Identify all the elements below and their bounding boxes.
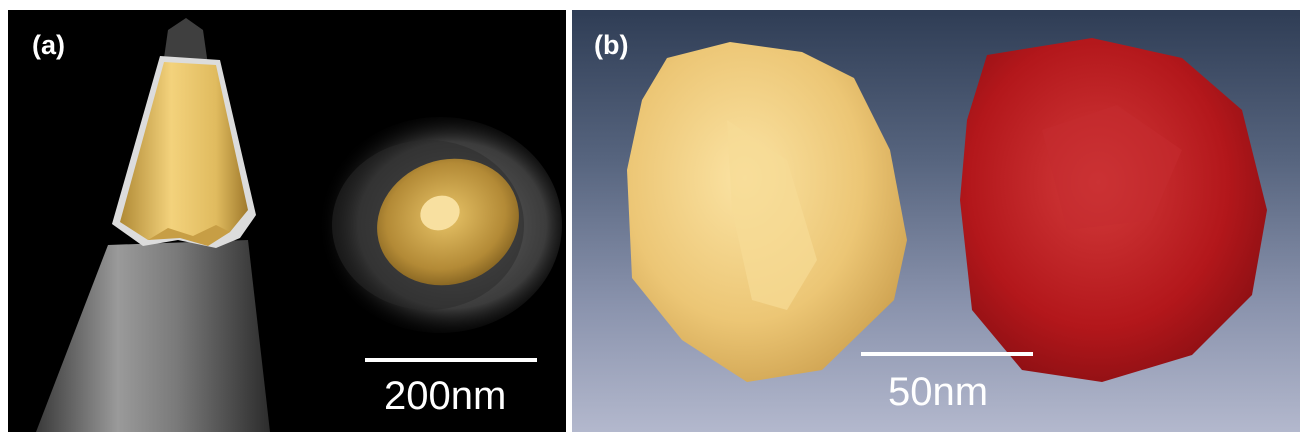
tip-apex-shadow bbox=[163, 18, 208, 65]
panel-label-a: (a) bbox=[32, 30, 65, 60]
scale-bar-a bbox=[365, 358, 537, 362]
scale-bar-b bbox=[861, 352, 1033, 356]
panel-a: (a) 200nm bbox=[8, 10, 566, 432]
scale-bar-label-a: 200nm bbox=[384, 374, 507, 418]
red-facet-highlight bbox=[1042, 105, 1182, 230]
nanoparticle-render-illustration bbox=[627, 38, 1267, 382]
gold-disc-core bbox=[420, 195, 460, 231]
panel-b: (b) 50nm bbox=[572, 10, 1300, 432]
scale-bar-label-b: 50nm bbox=[888, 370, 989, 414]
needle-body bbox=[36, 240, 270, 432]
gold-facet-highlight bbox=[727, 120, 817, 310]
tomography-tip-illustration bbox=[36, 18, 562, 432]
panel-label-b: (b) bbox=[594, 30, 629, 60]
gold-cone bbox=[120, 62, 248, 244]
gold-cone-base bbox=[148, 225, 230, 246]
